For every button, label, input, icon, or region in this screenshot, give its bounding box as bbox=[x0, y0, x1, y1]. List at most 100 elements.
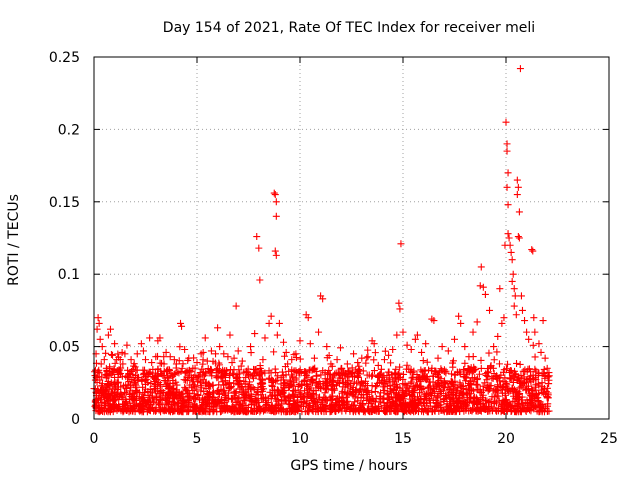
data-point bbox=[188, 378, 196, 386]
data-point bbox=[121, 388, 129, 396]
data-point bbox=[302, 368, 310, 376]
data-point bbox=[423, 358, 431, 366]
data-point bbox=[403, 382, 411, 390]
data-point bbox=[444, 347, 452, 355]
data-point bbox=[115, 367, 123, 375]
data-point bbox=[544, 407, 552, 415]
data-point bbox=[221, 377, 229, 385]
data-point bbox=[544, 400, 552, 408]
data-point bbox=[483, 384, 491, 392]
data-point bbox=[417, 382, 425, 390]
data-point bbox=[347, 380, 355, 388]
data-point bbox=[458, 404, 466, 412]
data-point bbox=[500, 314, 508, 322]
data-point bbox=[189, 364, 197, 372]
data-point bbox=[288, 356, 296, 364]
x-tick-label: 0 bbox=[90, 431, 99, 447]
data-point bbox=[157, 367, 165, 375]
data-point bbox=[291, 401, 299, 409]
data-point bbox=[408, 374, 416, 382]
data-point bbox=[392, 365, 400, 373]
data-point bbox=[144, 371, 152, 379]
data-point bbox=[173, 399, 181, 407]
data-point bbox=[310, 354, 318, 362]
data-point bbox=[451, 371, 459, 379]
data-point bbox=[431, 389, 439, 397]
data-point bbox=[532, 395, 540, 403]
data-point bbox=[150, 398, 158, 406]
data-point bbox=[144, 379, 152, 387]
data-point bbox=[302, 400, 310, 408]
data-point bbox=[354, 394, 362, 402]
data-point bbox=[484, 387, 492, 395]
data-point bbox=[273, 376, 281, 384]
data-point bbox=[442, 369, 450, 377]
data-point bbox=[191, 371, 199, 379]
data-point bbox=[315, 328, 323, 336]
data-point bbox=[255, 402, 263, 410]
data-point bbox=[296, 366, 304, 374]
data-point bbox=[370, 356, 378, 364]
data-point bbox=[440, 368, 448, 376]
data-point bbox=[178, 322, 186, 330]
data-point bbox=[315, 378, 323, 386]
axes: 0 5 10 15 20 25 0 0.05 0.1 0.15 0.2 0.25 bbox=[49, 50, 618, 447]
data-point bbox=[306, 340, 314, 348]
data-point bbox=[280, 338, 288, 346]
data-point bbox=[107, 351, 115, 359]
data-point bbox=[531, 328, 539, 336]
data-point bbox=[323, 354, 331, 362]
data-point bbox=[449, 357, 457, 365]
data-point bbox=[247, 343, 255, 351]
data-point bbox=[535, 408, 543, 416]
data-point bbox=[148, 403, 156, 411]
y-axis-label: ROTI / TECUs bbox=[6, 194, 22, 286]
data-point bbox=[328, 392, 336, 400]
data-point bbox=[389, 345, 397, 353]
data-point bbox=[461, 343, 469, 351]
data-point bbox=[142, 356, 149, 364]
data-point bbox=[513, 376, 521, 384]
data-point bbox=[513, 176, 521, 184]
data-point bbox=[219, 387, 227, 395]
data-point bbox=[456, 370, 464, 378]
data-point bbox=[114, 350, 122, 358]
data-point bbox=[201, 334, 209, 342]
data-point bbox=[321, 395, 329, 403]
data-point bbox=[207, 347, 215, 355]
data-point bbox=[124, 366, 132, 374]
data-point bbox=[530, 405, 538, 413]
data-point bbox=[409, 389, 417, 397]
data-point bbox=[444, 384, 452, 392]
data-point bbox=[529, 387, 537, 395]
data-point bbox=[344, 389, 352, 397]
data-point bbox=[107, 388, 115, 396]
data-point bbox=[173, 381, 181, 389]
data-point bbox=[110, 397, 118, 405]
data-point bbox=[267, 369, 275, 377]
plot-frame bbox=[93, 56, 610, 420]
data-point bbox=[418, 406, 426, 414]
data-point bbox=[190, 403, 198, 411]
data-point bbox=[125, 408, 133, 416]
data-point bbox=[432, 380, 440, 388]
data-point bbox=[531, 353, 539, 361]
data-point bbox=[296, 337, 304, 345]
data-point bbox=[506, 366, 514, 374]
data-point bbox=[118, 372, 126, 380]
data-point bbox=[104, 377, 112, 385]
data-point bbox=[317, 371, 325, 379]
data-point bbox=[358, 354, 366, 362]
data-point bbox=[101, 398, 109, 406]
data-point bbox=[487, 382, 495, 390]
data-point bbox=[178, 364, 186, 372]
data-point bbox=[312, 372, 320, 380]
data-point bbox=[104, 331, 112, 339]
data-point bbox=[481, 396, 489, 404]
data-point bbox=[198, 408, 206, 416]
data-point bbox=[349, 386, 357, 394]
data-point bbox=[456, 379, 464, 387]
data-point bbox=[514, 183, 522, 191]
data-point bbox=[132, 372, 140, 380]
data-point bbox=[327, 396, 335, 404]
